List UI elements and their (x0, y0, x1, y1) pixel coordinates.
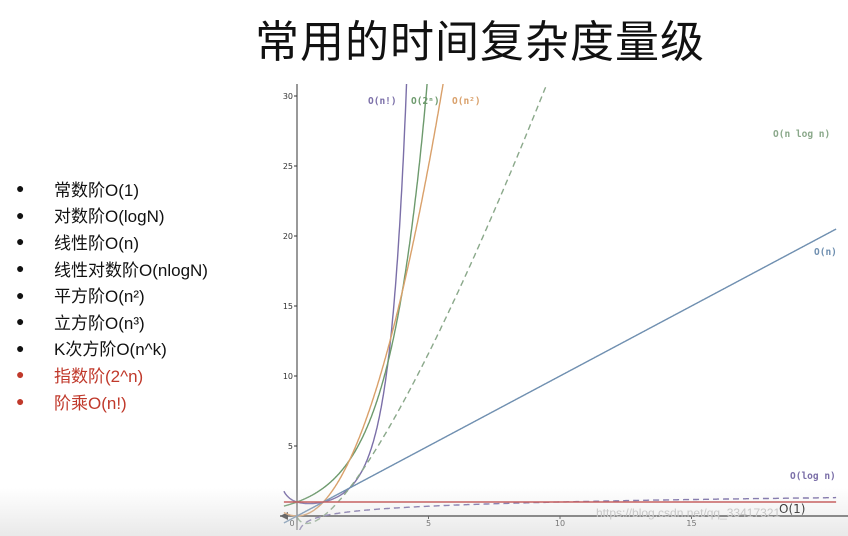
list-item: ● K次方阶O(n^k) (16, 335, 208, 362)
bullet-icon: ● (16, 233, 25, 250)
series-label-const: O(1) (779, 502, 805, 516)
series-line-nlogn (296, 84, 548, 525)
bullet-icon: ● (16, 313, 25, 330)
y-tick-label: 15 (283, 302, 293, 311)
series-line-linear (283, 228, 837, 524)
bullet-icon: ● (16, 206, 25, 223)
x-tick-label: 10 (555, 519, 565, 528)
y-tick-label: 20 (283, 232, 293, 241)
series-label-nlogn: O(n log n) (773, 129, 830, 140)
list-item-label: 常数阶O(1) (54, 180, 139, 200)
list-item-label: 指数阶(2^n) (54, 366, 144, 386)
series-line-square (283, 84, 444, 517)
list-item-label: 平方阶O(n²) (54, 287, 145, 307)
series-label-linear: O(n) (814, 247, 837, 258)
list-item: ● 指数阶(2^n) (16, 361, 208, 388)
series-label-log: O(log n) (790, 471, 836, 482)
list-item: ● 阶乘O(n!) (16, 388, 208, 415)
bullet-icon: ● (16, 366, 25, 383)
y-tick-label: 10 (283, 372, 293, 381)
list-item: ● 常数阶O(1) (16, 175, 208, 202)
watermark: https://blog.csdn.net/qq_33417321 (596, 506, 781, 520)
bullet-icon: ● (16, 339, 25, 356)
page-title: 常用的时间复杂度量级 (255, 17, 705, 68)
list-item-label: 对数阶O(logN) (54, 207, 165, 227)
series-line-factorial (283, 84, 408, 505)
list-item-label: 阶乘O(n!) (54, 393, 127, 413)
x-tick-label: 5 (426, 519, 431, 528)
bullet-icon: ● (16, 393, 25, 410)
list-item-label: 立方阶O(n³) (54, 313, 145, 333)
y-tick-label: 30 (283, 92, 293, 101)
list-item: ● 对数阶O(logN) (16, 202, 208, 229)
list-item: ● 线性对数阶O(nlogN) (16, 255, 208, 282)
list-item: ● 立方阶O(n³) (16, 308, 208, 335)
series-line-pow2 (283, 84, 428, 507)
bullet-icon: ● (16, 180, 25, 197)
list-item-label: K次方阶O(n^k) (54, 340, 167, 360)
series-group (283, 84, 837, 530)
list-item: ● 平方阶O(n²) (16, 281, 208, 308)
bullet-icon: ● (16, 260, 25, 277)
series-label-factorial: O(n!) (368, 96, 397, 107)
list-item: ● 线性阶O(n) (16, 228, 208, 255)
x-tick-label: 15 (686, 519, 696, 528)
complexity-list: ● 常数阶O(1) ● 对数阶O(logN) ● 线性阶O(n) ● 线性对数阶O(nl… (16, 175, 208, 414)
y-tick-label: 5 (288, 442, 293, 451)
list-item-label: 线性对数阶O(nlogN) (54, 260, 208, 280)
y-tick-label: 25 (283, 162, 293, 171)
list-item-label: 线性阶O(n) (54, 233, 139, 253)
bullet-icon: ● (16, 286, 25, 303)
series-label-pow2: O(2ⁿ) (411, 96, 440, 107)
series-label-square: O(n²) (452, 96, 481, 107)
